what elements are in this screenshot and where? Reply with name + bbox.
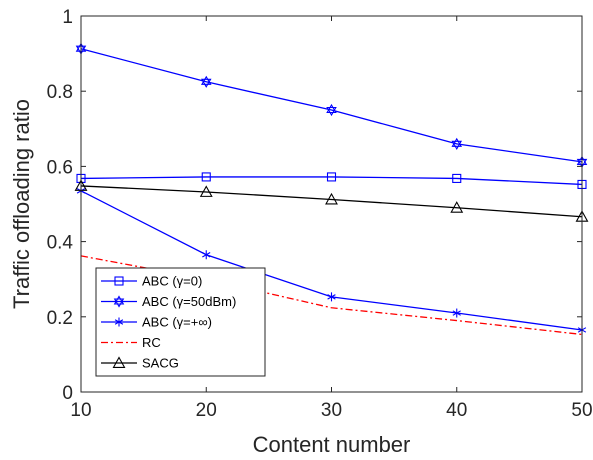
hexagram-triangle-up [200,75,212,85]
asterisk-stroke [327,294,336,300]
hexagram-triangle-up [113,295,125,305]
legend-item: SACG [101,356,179,371]
series-2 [76,186,587,335]
legend-label: SACG [142,356,179,371]
legend: ABC (γ=0) ABC (γ=50dBm) ABC (γ=+∞) RC SACG [95,267,266,377]
data-point-triangle [325,192,338,205]
hexagram-triangle-down [451,140,463,150]
series-line [80,185,583,218]
legend-item: ABC (γ=50dBm) [101,294,236,309]
legend-item: RC [101,335,161,350]
data-point-triangle [450,201,464,213]
legend-label: RC [142,335,161,350]
y-tick-label: 0.6 [47,157,73,178]
legend-label: ABC (γ=50dBm) [142,294,236,309]
hexagram-triangle-down [113,298,125,308]
hexagram-triangle-down [200,78,212,88]
x-tick-label: 30 [321,400,342,421]
asterisk-stroke [202,252,211,258]
hexagram-triangle-up [326,103,337,114]
y-tick-label: 0.2 [47,308,73,329]
x-tick-label: 40 [446,400,467,421]
series-1 [75,42,588,168]
y-tick-label: 0 [62,383,73,404]
series-line [80,255,583,336]
x-tick-label: 20 [196,400,217,421]
asterisk-stroke [114,319,124,325]
data-point-hexagram [113,295,125,308]
hexagram-triangle-up [451,137,463,147]
legend-item: ABC (γ=+∞) [101,315,212,330]
data-point-asterisk [327,292,336,302]
x-axis-label: Content number [253,432,411,457]
hexagram-triangle-down [326,106,337,117]
y-tick-label: 0.4 [47,233,74,254]
y-axis-label: Traffic offloading ratio [9,99,34,309]
data-point-hexagram [200,75,212,88]
y-tick-label: 1 [62,7,73,28]
data-point-triangle [112,356,126,368]
data-point-hexagram [326,103,337,117]
series-line [80,176,583,186]
data-point-asterisk [114,317,124,327]
series-line [80,48,583,163]
legend-label: ABC (γ=0) [142,274,202,289]
data-point-square [452,173,462,183]
data-point-asterisk [452,308,461,318]
data-point-square [326,172,337,182]
plot-area [74,42,589,336]
x-tick-label: 50 [571,400,592,421]
legend-item: ABC (γ=0) [101,274,202,289]
series-3 [80,255,583,336]
series-4 [74,179,589,222]
data-point-square [114,276,124,286]
data-point-square [201,172,211,182]
data-point-hexagram [451,137,463,150]
axes: 10 20 30 40 50 0 0.2 0.4 0.6 0.8 1 [47,7,593,421]
legend-label: ABC (γ=+∞) [142,315,212,330]
x-tick-label: 10 [70,400,91,421]
data-point-asterisk [202,250,211,260]
data-point-triangle [199,185,213,197]
series-0 [76,172,587,189]
asterisk-stroke [452,310,461,316]
y-tick-label: 0.8 [47,82,73,103]
